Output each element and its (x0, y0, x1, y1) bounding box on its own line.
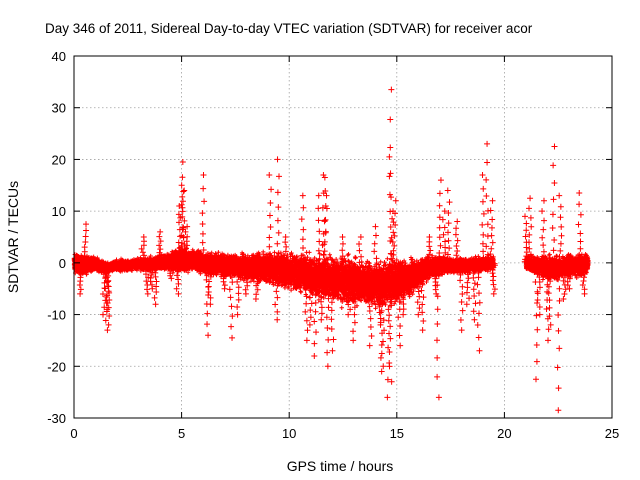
chart-title: Day 346 of 2011, Sidereal Day-to-day VTE… (45, 21, 533, 36)
data-point (95, 255, 100, 261)
data-points (71, 86, 591, 414)
